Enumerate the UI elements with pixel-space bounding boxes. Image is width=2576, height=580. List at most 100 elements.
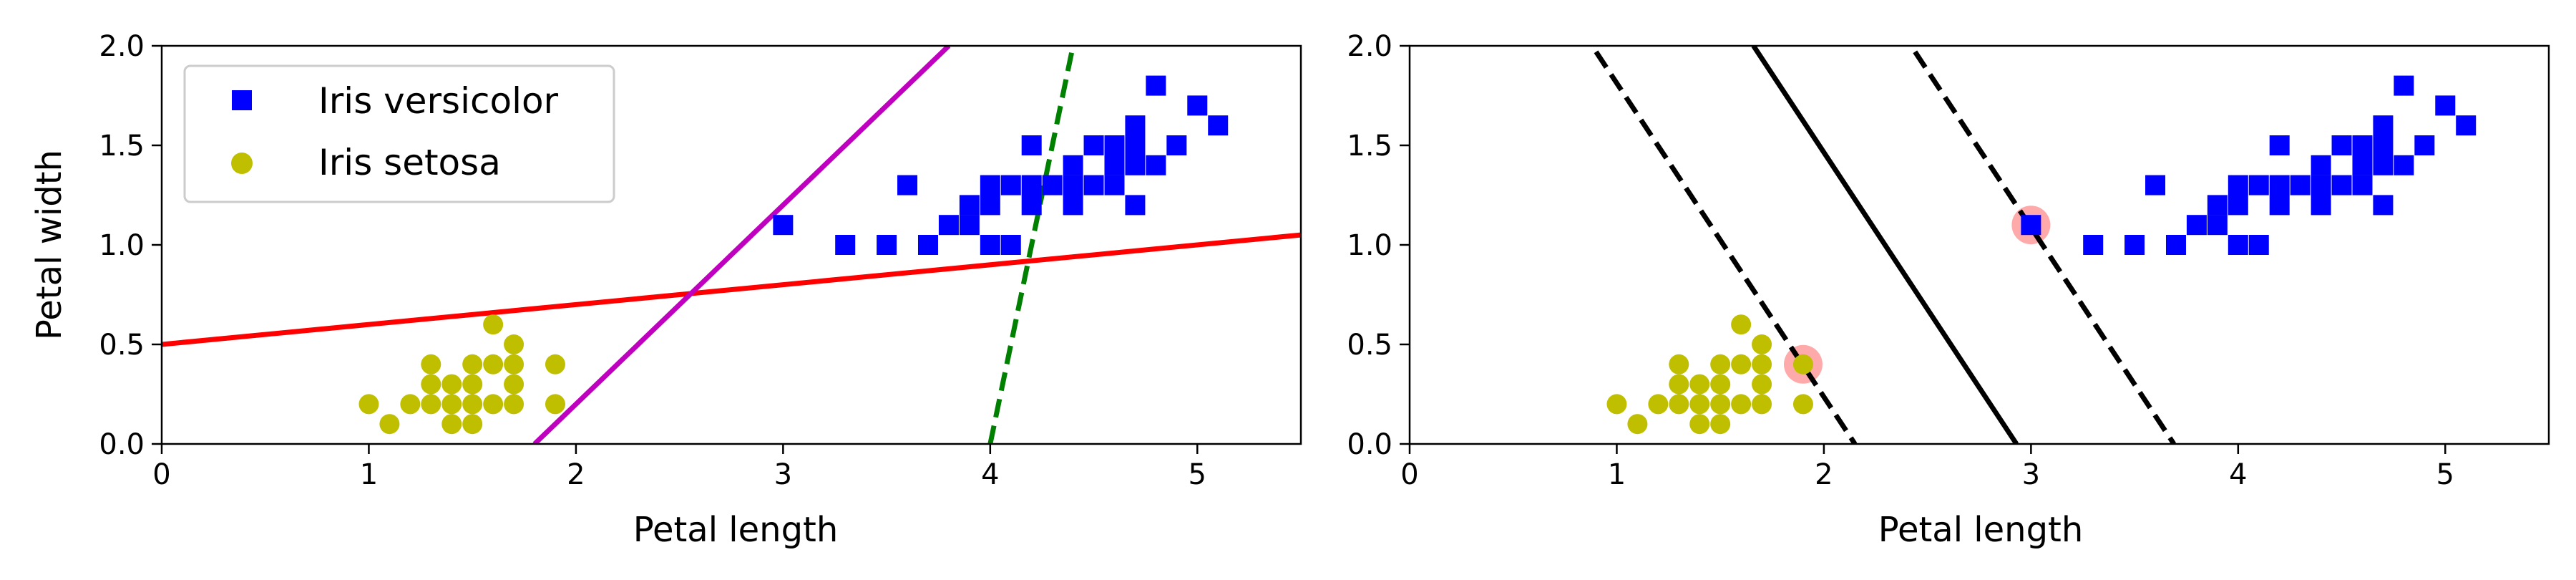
left-iris-versicolor-point-12 xyxy=(1000,175,1021,195)
right-x-tick-label-3: 3 xyxy=(2022,458,2040,491)
left-x-axis-label: Petal length xyxy=(633,510,839,550)
left-iris-setosa-point-0 xyxy=(358,394,379,415)
left-iris-versicolor-point-28 xyxy=(1125,115,1146,136)
left-iris-versicolor-point-32 xyxy=(1187,95,1208,116)
left-iris-setosa-point-5 xyxy=(421,354,441,374)
left-iris-versicolor-point-24 xyxy=(1104,135,1125,155)
right-y-tick-label-4: 2.0 xyxy=(1347,30,1392,63)
left-iris-setosa-point-18 xyxy=(504,354,525,374)
left-iris-setosa-point-2 xyxy=(400,394,421,415)
left-x-tick-label-5: 5 xyxy=(1189,458,1206,491)
right-iris-versicolor-point-4 xyxy=(2165,235,2186,255)
right-iris-versicolor-point-25 xyxy=(2373,195,2394,216)
right-iris-setosa-point-0 xyxy=(1606,394,1627,415)
legend-setosa-label: Iris setosa xyxy=(318,142,501,183)
left-iris-versicolor-point-20 xyxy=(1083,175,1104,195)
right-decision-boundary xyxy=(1751,46,2019,444)
right-iris-setosa-point-5 xyxy=(1669,354,1689,374)
left-iris-setosa-point-11 xyxy=(462,374,483,395)
right-iris-setosa-point-8 xyxy=(1689,374,1710,395)
left-iris-versicolor-point-4 xyxy=(917,235,938,255)
right-iris-setosa-point-11 xyxy=(1710,374,1731,395)
left-iris-versicolor-point-7 xyxy=(959,195,980,216)
right-iris-versicolor-point-9 xyxy=(2228,195,2248,216)
right-x-tick-label-1: 1 xyxy=(1608,458,1626,491)
left-iris-versicolor-point-15 xyxy=(1021,135,1042,155)
left-iris-versicolor-point-6 xyxy=(959,215,980,236)
legend-versicolor-marker xyxy=(232,90,252,110)
left-x-tick-label-3: 3 xyxy=(774,458,792,491)
left-iris-versicolor-point-13 xyxy=(1021,195,1042,216)
left-iris-setosa-point-20 xyxy=(545,394,565,415)
right-iris-versicolor-point-26 xyxy=(2373,155,2394,175)
right-iris-setosa-point-16 xyxy=(1752,394,1772,415)
legend: Iris versicolor Iris setosa xyxy=(183,64,615,203)
left-x-tick-label-1: 1 xyxy=(360,458,378,491)
left-iris-setosa-point-16 xyxy=(504,394,525,415)
left-iris-versicolor-point-31 xyxy=(1166,135,1187,155)
right-y-tick-label-3: 1.5 xyxy=(1347,130,1392,163)
right-iris-versicolor-point-19 xyxy=(2311,155,2331,175)
left-iris-versicolor-point-22 xyxy=(1104,175,1125,195)
right-y-tick-label-0: 0.0 xyxy=(1347,428,1392,461)
left-iris-versicolor-point-17 xyxy=(1063,195,1083,216)
left-iris-versicolor-point-19 xyxy=(1063,155,1083,175)
left-iris-versicolor-point-18 xyxy=(1063,175,1083,195)
right-iris-versicolor-point-18 xyxy=(2311,175,2331,195)
left-iris-versicolor-point-23 xyxy=(1104,155,1125,175)
right-iris-versicolor-point-23 xyxy=(2352,155,2373,175)
left-iris-setosa-point-10 xyxy=(462,394,483,415)
right-iris-versicolor-point-30 xyxy=(2394,75,2414,96)
right-y-tick-label-2: 1.0 xyxy=(1347,229,1392,262)
right-x-tick-label-0: 0 xyxy=(1400,458,1418,491)
right-iris-setosa-point-10 xyxy=(1710,394,1731,415)
right-iris-setosa-point-9 xyxy=(1710,414,1731,435)
right-x-tick-label-4: 4 xyxy=(2229,458,2247,491)
left-plot-content xyxy=(162,46,1301,444)
right-iris-versicolor-point-3 xyxy=(2145,175,2166,195)
left-iris-setosa-point-3 xyxy=(421,394,441,415)
left-x-tick-label-2: 2 xyxy=(567,458,585,491)
right-iris-setosa-point-1 xyxy=(1627,414,1648,435)
right-iris-setosa-point-19 xyxy=(1752,334,1772,354)
legend-setosa-marker xyxy=(231,153,253,174)
right-iris-versicolor-point-27 xyxy=(2373,135,2394,155)
right-iris-versicolor-point-13 xyxy=(2269,195,2290,216)
right-iris-setosa-point-21 xyxy=(1792,354,1813,374)
left-iris-versicolor-point-9 xyxy=(980,195,1000,216)
left-iris-versicolor-point-30 xyxy=(1146,75,1166,96)
left-y-tick-label-1: 0.5 xyxy=(99,329,145,362)
left-iris-versicolor-point-1 xyxy=(835,235,856,255)
left-iris-versicolor-point-26 xyxy=(1125,155,1146,175)
right-margin-upper xyxy=(1913,50,2177,444)
right-chart-panel: 0 1 2 3 4 5 0.0 0.5 1.0 1.5 2.0 Petal length xyxy=(1347,30,2550,550)
right-iris-versicolor-point-0 xyxy=(2021,215,2041,236)
left-y-axis-label: Petal width xyxy=(29,150,69,340)
left-iris-versicolor-point-33 xyxy=(1208,115,1229,136)
right-iris-setosa-point-7 xyxy=(1689,394,1710,415)
left-iris-versicolor-point-16 xyxy=(1042,175,1063,195)
right-iris-versicolor-point-7 xyxy=(2207,195,2228,216)
left-iris-versicolor-point-27 xyxy=(1125,135,1146,155)
right-iris-versicolor-point-6 xyxy=(2207,215,2228,236)
right-x-tick-label-2: 2 xyxy=(1815,458,1833,491)
left-iris-versicolor-point-3 xyxy=(897,175,918,195)
left-iris-versicolor-point-11 xyxy=(1000,235,1021,255)
right-x-axis-label: Petal length xyxy=(1878,510,2084,550)
right-iris-setosa-point-18 xyxy=(1752,354,1772,374)
left-iris-versicolor-point-2 xyxy=(877,235,897,255)
left-iris-setosa-point-12 xyxy=(462,354,483,374)
left-iris-setosa-point-4 xyxy=(421,374,441,395)
right-iris-setosa-point-14 xyxy=(1731,354,1752,374)
right-iris-versicolor-point-33 xyxy=(2456,115,2477,136)
right-iris-versicolor-point-31 xyxy=(2414,135,2435,155)
right-iris-setosa-point-12 xyxy=(1710,354,1731,374)
right-iris-versicolor-point-28 xyxy=(2373,115,2394,136)
left-green-dashed-line xyxy=(987,46,1076,444)
left-red-line xyxy=(162,232,1301,347)
right-y-tick-label-1: 0.5 xyxy=(1347,329,1392,362)
left-iris-setosa-point-9 xyxy=(462,414,483,435)
right-iris-setosa-point-2 xyxy=(1648,394,1669,415)
right-iris-versicolor-point-20 xyxy=(2331,175,2352,195)
left-iris-versicolor-point-29 xyxy=(1146,155,1166,175)
